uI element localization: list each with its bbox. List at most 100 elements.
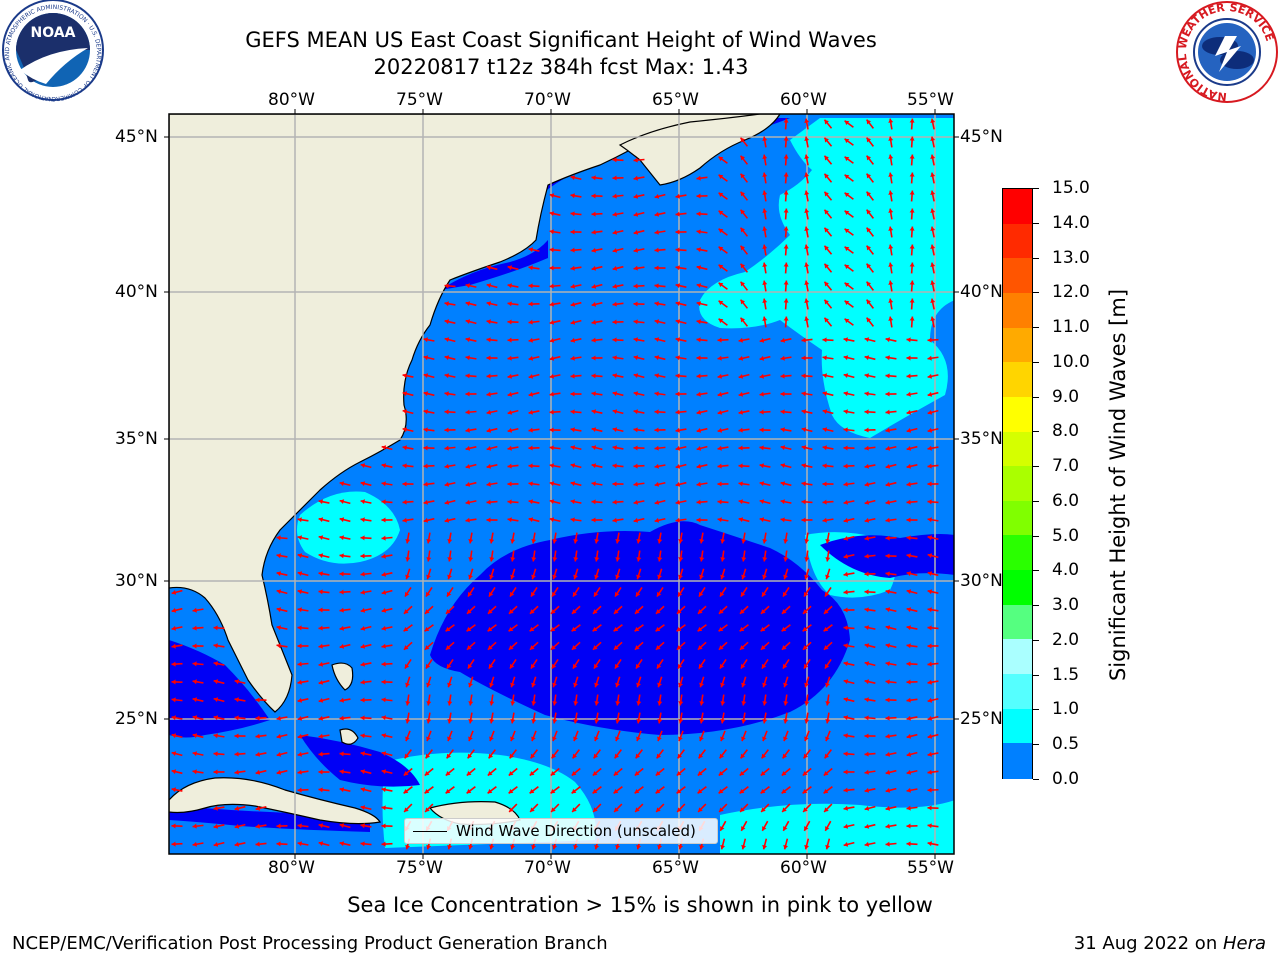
- wave-direction-arrowhead: [909, 118, 915, 123]
- wave-direction-arrowhead: [783, 701, 789, 706]
- wave-direction-arrowhead: [762, 208, 768, 213]
- wave-direction-arrowhead: [445, 771, 451, 776]
- wave-direction-arrowhead: [885, 733, 890, 739]
- wave-direction-arrowhead: [465, 283, 471, 289]
- wave-direction-arrowhead: [675, 229, 680, 235]
- wave-direction-arrowhead: [720, 701, 726, 706]
- wave-direction-arrowhead: [509, 807, 514, 812]
- wave-direction-arrowhead: [633, 481, 638, 487]
- wave-direction-arrowhead: [740, 807, 745, 812]
- wave-direction-arrowhead: [906, 445, 912, 451]
- wave-direction-arrowhead: [741, 719, 747, 724]
- wave-direction-arrowhead: [466, 609, 472, 614]
- wave-direction-arrowhead: [468, 719, 474, 724]
- chart-title: GEFS MEAN US East Coast Significant Heig…: [245, 28, 877, 52]
- wave-direction-arrowhead: [783, 298, 789, 303]
- colorbar-tick-label: 12.0: [1052, 282, 1090, 303]
- wave-direction-arrowhead: [864, 463, 869, 469]
- wave-direction-arrowhead: [486, 337, 491, 343]
- wave-direction-arrowhead: [255, 715, 260, 721]
- wave-direction-arrowhead: [423, 517, 429, 523]
- wave-direction-arrowhead: [573, 682, 578, 688]
- wave-direction-arrowhead: [824, 173, 829, 179]
- wave-direction-arrowhead: [843, 355, 849, 361]
- wave-direction-arrowhead: [740, 173, 746, 179]
- wave-direction-arrowhead: [740, 753, 746, 759]
- wave-direction-arrowhead: [759, 445, 764, 451]
- wave-direction-arrowhead: [696, 463, 702, 469]
- wave-direction-arrowhead: [699, 539, 705, 544]
- wave-direction-arrowhead: [507, 427, 513, 433]
- wave-direction-arrowhead: [696, 391, 701, 397]
- wave-direction-arrowhead: [824, 191, 829, 197]
- wave-direction-arrowhead: [864, 481, 870, 487]
- wave-direction-arrowhead: [762, 172, 768, 177]
- wave-direction-arrowhead: [927, 409, 933, 415]
- wave-direction-arrowhead: [655, 645, 661, 650]
- wave-direction-arrowhead: [633, 463, 638, 469]
- wave-direction-arrowhead: [717, 499, 722, 505]
- lon-label: 55°W: [907, 90, 954, 110]
- wave-direction-arrowhead: [717, 517, 722, 523]
- lat-label: 35°N: [960, 429, 1003, 449]
- wave-direction-arrowhead: [738, 373, 744, 379]
- wave-direction-arrowhead: [402, 499, 407, 505]
- wave-direction-arrowhead: [864, 571, 869, 577]
- wave-direction-arrowhead: [677, 663, 683, 669]
- wave-direction-arrowhead: [444, 373, 450, 379]
- wave-direction-arrowhead: [426, 682, 431, 688]
- wave-direction-arrowhead: [927, 805, 932, 811]
- wave-direction-arrowhead: [465, 499, 471, 505]
- wave-band-0-0.5m: [300, 735, 420, 787]
- wave-direction-arrowhead: [866, 227, 872, 233]
- wave-direction-arrowhead: [424, 626, 430, 632]
- wave-direction-arrowhead: [719, 663, 725, 669]
- wave-direction-arrowhead: [612, 193, 617, 199]
- colorbar-segment: [1003, 258, 1032, 295]
- wave-direction-arrowhead: [927, 373, 933, 379]
- wave-direction-arrowhead: [843, 481, 848, 487]
- wave-direction-arrowhead: [804, 262, 810, 268]
- wave-direction-arrowhead: [696, 265, 702, 271]
- wave-direction-arrowhead: [801, 355, 806, 361]
- wave-direction-arrowhead: [927, 697, 933, 703]
- wave-direction-arrowhead: [234, 769, 239, 775]
- wave-direction-arrowhead: [612, 499, 617, 505]
- colorbar-segment: [1003, 466, 1032, 502]
- wave-direction-arrowhead: [866, 281, 872, 287]
- wave-direction-arrowhead: [780, 463, 786, 469]
- wave-direction-arrowhead: [866, 299, 872, 305]
- wave-direction-arrowhead: [612, 319, 617, 325]
- wave-direction-arrowhead: [612, 373, 618, 379]
- lon-label: 60°W: [780, 90, 827, 110]
- wave-direction-arrowhead: [783, 826, 788, 831]
- wave-direction-arrowhead: [465, 463, 471, 469]
- wave-direction-arrowhead: [762, 539, 768, 544]
- wave-direction-arrowhead: [699, 719, 705, 724]
- wave-direction-arrowhead: [866, 317, 872, 323]
- wave-direction-arrowhead: [780, 373, 785, 379]
- wave-direction-arrowhead: [615, 539, 621, 544]
- wave-direction-arrowhead: [885, 823, 890, 829]
- wave-direction-arrowhead: [192, 769, 197, 775]
- wave-direction-arrowhead: [843, 571, 848, 577]
- wave-direction-arrowhead: [633, 337, 638, 343]
- wave-direction-arrowhead: [675, 355, 680, 361]
- wave-direction-arrowhead: [486, 427, 492, 433]
- wave-direction-arrowhead: [614, 807, 619, 812]
- wave-direction-arrowhead: [780, 391, 785, 397]
- wave-direction-arrowhead: [405, 701, 411, 706]
- wave-direction-arrowhead: [906, 553, 911, 559]
- wave-direction-arrowhead: [927, 535, 933, 541]
- wave-direction-arrowhead: [804, 298, 810, 304]
- wave-direction-arrowhead: [468, 591, 473, 597]
- wave-direction-arrowhead: [591, 283, 597, 289]
- wave-direction-arrowhead: [487, 645, 493, 650]
- wave-direction-arrowhead: [738, 499, 744, 505]
- wave-direction-arrowhead: [404, 807, 409, 812]
- wave-direction-arrowhead: [444, 337, 450, 343]
- wave-direction-arrowhead: [549, 355, 555, 361]
- wave-direction-arrowhead: [864, 499, 870, 505]
- wave-direction-arrowhead: [718, 300, 724, 306]
- wave-direction-arrowhead: [465, 445, 471, 451]
